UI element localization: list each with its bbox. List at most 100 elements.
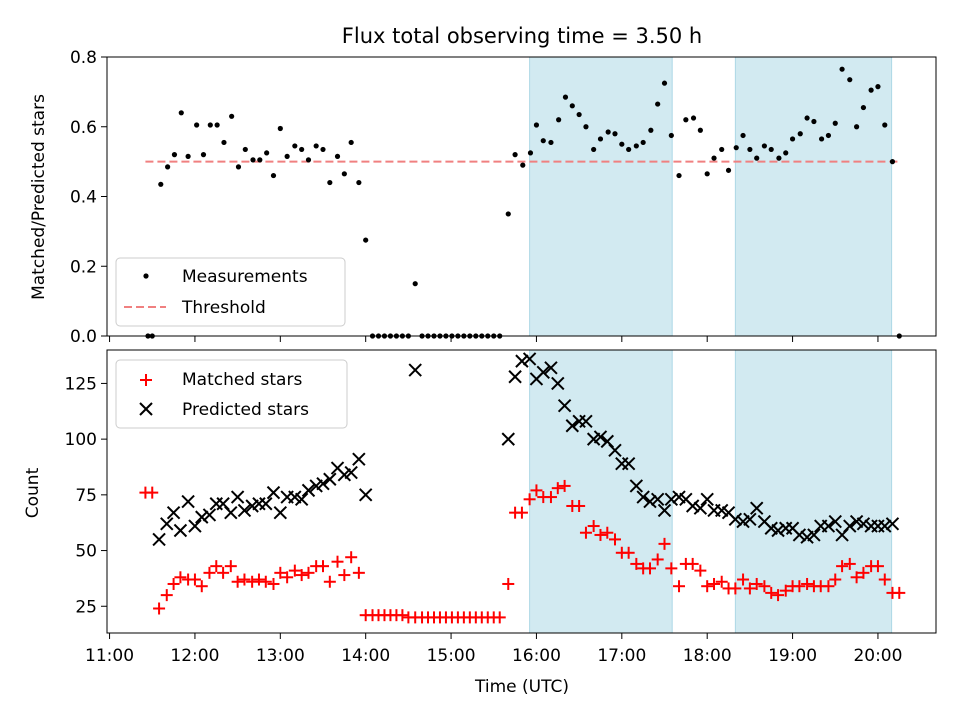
predicted-star-point: [551, 376, 565, 391]
matched-star-point: [281, 571, 294, 584]
measurement-point: [640, 139, 646, 146]
bottom-y-tick-label: 100: [65, 430, 97, 450]
measurement-point: [270, 172, 277, 179]
measurement-point: [860, 104, 867, 111]
measurement-point: [299, 146, 305, 153]
measurement-point: [540, 138, 546, 144]
measurement-point: [697, 127, 703, 133]
matched-star-point: [295, 569, 308, 582]
matched-star-point: [544, 491, 557, 504]
matched-star-point: [288, 564, 301, 577]
predicted-star-point: [565, 419, 580, 433]
matched-star-point: [772, 589, 785, 602]
predicted-star-point: [173, 523, 188, 538]
matched-star-point: [523, 493, 536, 506]
predicted-star-point: [650, 492, 665, 507]
measurement-point: [257, 157, 263, 163]
measurement-point: [235, 164, 242, 170]
measurement-point: [668, 132, 674, 139]
bottom-y-ticks: 25 50 75 100 125: [65, 374, 107, 617]
measurement-point: [320, 146, 326, 153]
top-y-ticks: 0.0 0.2 0.4 0.6 0.8: [70, 48, 107, 347]
measurement-point: [200, 152, 207, 158]
predicted-star-point: [621, 456, 636, 471]
matched-star-point: [715, 575, 728, 588]
measurement-point: [277, 125, 283, 132]
top-x-ticks: [109, 336, 879, 342]
bottom-y-tick-label: 50: [75, 542, 97, 562]
measurement-point: [633, 143, 639, 149]
top-shaded-interval-1: [734, 56, 893, 337]
predicted-star-point: [557, 399, 572, 413]
measurement-point: [562, 94, 569, 100]
predicted-star-point: [358, 488, 373, 502]
measurement-point: [533, 122, 540, 128]
measurement-point: [264, 150, 270, 156]
matched-star-point: [274, 566, 287, 579]
predicted-star-point: [593, 430, 608, 444]
matched-star-point: [608, 533, 621, 546]
measurement-point: [591, 146, 597, 153]
x-tick-label: 15:00: [427, 646, 476, 666]
matched-star-point: [801, 577, 814, 590]
matched-star-point: [630, 557, 643, 570]
matched-star-point: [701, 580, 714, 593]
predicted-star-point: [700, 492, 714, 507]
measurement-point: [597, 136, 604, 142]
measurement-point: [221, 139, 227, 146]
matched-star-point: [758, 580, 771, 593]
predicted-star-point: [224, 505, 238, 520]
matched-star-point: [323, 575, 336, 588]
matched-star-point: [829, 573, 842, 586]
measurement-point: [839, 66, 845, 72]
bottom-x-ticks: 11:00 12:00 13:00 14:00 15:00 16:00 17:00 18:00…: [85, 633, 902, 666]
predicted-star-point: [188, 519, 202, 533]
measurement-point: [583, 124, 589, 130]
top-shaded-intervals: [529, 56, 893, 337]
measurement-point: [214, 122, 220, 128]
measurement-point: [768, 146, 774, 153]
predicted-star-point: [316, 476, 330, 491]
matched-star-point: [267, 577, 280, 590]
matched-star-point: [210, 560, 223, 573]
matched-star-point: [203, 566, 216, 579]
matched-star-point: [765, 586, 778, 599]
measurement-point: [783, 150, 789, 156]
matched-star-point: [338, 569, 351, 582]
matched-star-point: [665, 562, 678, 575]
measurement-point: [527, 150, 534, 156]
top-legend: Measurements Threshold: [115, 257, 346, 327]
matched-star-point: [530, 484, 543, 497]
measurement-point: [747, 146, 753, 153]
top-y-tick-label: 0.8: [70, 48, 97, 68]
matched-star-point: [601, 526, 614, 539]
matched-star-point: [673, 580, 686, 593]
matched-star-point: [259, 575, 272, 588]
predicted-star-point: [408, 363, 422, 377]
legend-matched-marker: [140, 374, 152, 386]
predicted-star-point: [636, 490, 650, 504]
measurement-point: [556, 117, 562, 123]
measurement-point: [356, 179, 362, 186]
predicted-star-point: [643, 494, 657, 509]
predicted-star-point: [792, 528, 807, 542]
matched-star-point: [843, 557, 856, 570]
bottom-y-tick-label: 75: [75, 486, 97, 506]
measurement-point: [505, 211, 511, 217]
matched-star-point: [643, 562, 656, 575]
matched-star-point: [793, 580, 806, 593]
matched-star-point: [174, 571, 187, 584]
measurement-point: [690, 115, 697, 121]
predicted-star-point: [237, 503, 252, 518]
predicted-star-point: [522, 352, 537, 366]
measurement-point: [733, 145, 739, 151]
measurement-point: [683, 117, 689, 123]
measurement-point: [520, 162, 526, 168]
predicted-star-point: [685, 499, 700, 513]
measurement-point: [789, 136, 796, 142]
matched-star-point: [893, 586, 906, 599]
measurement-point: [761, 143, 767, 149]
top-y-tick-label: 0.2: [70, 257, 97, 277]
measurement-point: [207, 122, 213, 128]
